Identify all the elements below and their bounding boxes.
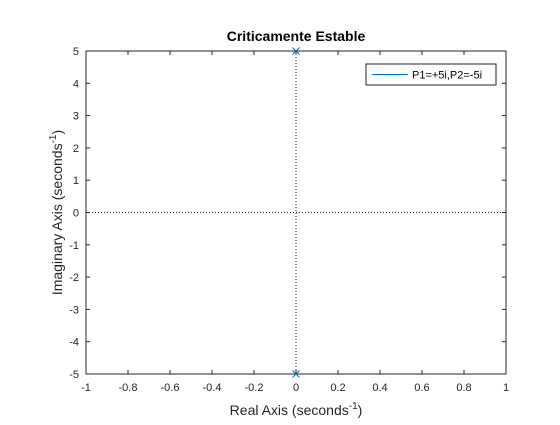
x-tick-label: 0.6	[414, 382, 429, 394]
y-tick-label: 4	[73, 78, 79, 90]
x-tick-label: 0.8	[456, 382, 471, 394]
reference-lines	[86, 51, 506, 374]
pole-marker-stroke	[292, 370, 300, 378]
y-tick-label: -1	[69, 240, 79, 252]
y-axis-label-text: Imaginary Axis (seconds	[49, 143, 65, 295]
x-tick-label: -0.6	[161, 382, 180, 394]
x-tick-label: -0.4	[203, 382, 222, 394]
x-tick-label: 0.2	[330, 382, 345, 394]
y-axis-label-suffix: )	[49, 130, 65, 135]
y-tick-label: -4	[69, 337, 79, 349]
y-tick-labels: -5 -4 -3 -2 -1 0 1 2 3 4 5	[69, 46, 79, 381]
x-tick-label: 1	[503, 382, 509, 394]
y-tick-label: 5	[73, 46, 79, 58]
chart-title: Criticamente Estable	[227, 28, 366, 44]
x-tick-label: -0.8	[119, 382, 138, 394]
y-tick-label: 3	[73, 111, 79, 123]
legend: P1=+5i,P2=-5i	[365, 63, 497, 86]
x-tick-label: 0	[293, 382, 299, 394]
y-tick-label: 0	[73, 208, 79, 220]
x-axis-label-superscript: -1	[349, 401, 358, 412]
pole-marker	[292, 370, 300, 378]
pole-marker	[292, 47, 300, 55]
y-tick-label: 2	[73, 143, 79, 155]
x-axis-label: Real Axis (seconds-1)	[230, 401, 363, 418]
x-tick-label: -0.2	[245, 382, 264, 394]
y-tick-label: -5	[69, 369, 79, 381]
y-axis-label: Imaginary Axis (seconds-1)	[48, 130, 65, 295]
legend-box	[365, 63, 497, 86]
x-tick-label: 0.4	[372, 382, 387, 394]
pole-markers	[292, 47, 300, 378]
y-tick-label: -2	[69, 272, 79, 284]
y-tick-label: -3	[69, 304, 79, 316]
x-axis-label-suffix: )	[358, 402, 363, 418]
x-tick-labels: -1 -0.8 -0.6 -0.4 -0.2 0 0.2 0.4 0.6 0.8 1	[81, 382, 509, 394]
legend-label: P1=+5i,P2=-5i	[412, 70, 482, 82]
y-tick-label: 1	[73, 175, 79, 187]
pole-marker-stroke	[292, 47, 300, 55]
x-axis-label-text: Real Axis (seconds	[230, 402, 349, 418]
x-tick-label: -1	[81, 382, 91, 394]
y-axis-label-superscript: -1	[48, 134, 59, 143]
